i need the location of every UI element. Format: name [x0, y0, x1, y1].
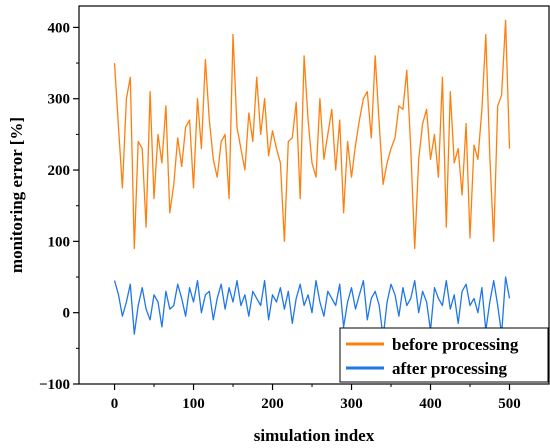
y-tick-label: −100 — [39, 377, 70, 393]
y-tick-label: 200 — [48, 163, 71, 179]
legend-box — [339, 327, 549, 383]
series-line-after-processing — [113, 276, 511, 339]
y-tick-label: 400 — [48, 20, 71, 36]
y-tick-label: 0 — [63, 306, 71, 322]
legend-label-before-processing: before processing — [392, 335, 519, 354]
series-layer — [113, 19, 511, 339]
x-tick-label: 500 — [498, 396, 521, 412]
x-tick-label: 300 — [340, 396, 363, 412]
x-axis-label: simulation index — [254, 426, 375, 445]
series-line-before-processing — [113, 19, 511, 250]
x-tick-label: 100 — [182, 396, 205, 412]
x-tick-label: 200 — [261, 396, 284, 412]
plot-frame — [78, 5, 550, 385]
x-tick-label: 0 — [111, 396, 119, 412]
x-tick-label: 400 — [419, 396, 442, 412]
legend: before processing after processing — [339, 327, 549, 383]
ticks-layer: 0 100 200 300 400 500 −100 0 100 200 300 400 — [39, 20, 521, 412]
legend-label-after-processing: after processing — [392, 359, 508, 378]
y-tick-label: 100 — [48, 234, 71, 250]
y-tick-label: 300 — [48, 92, 71, 108]
y-axis-label: monitoring error [%] — [7, 117, 26, 273]
